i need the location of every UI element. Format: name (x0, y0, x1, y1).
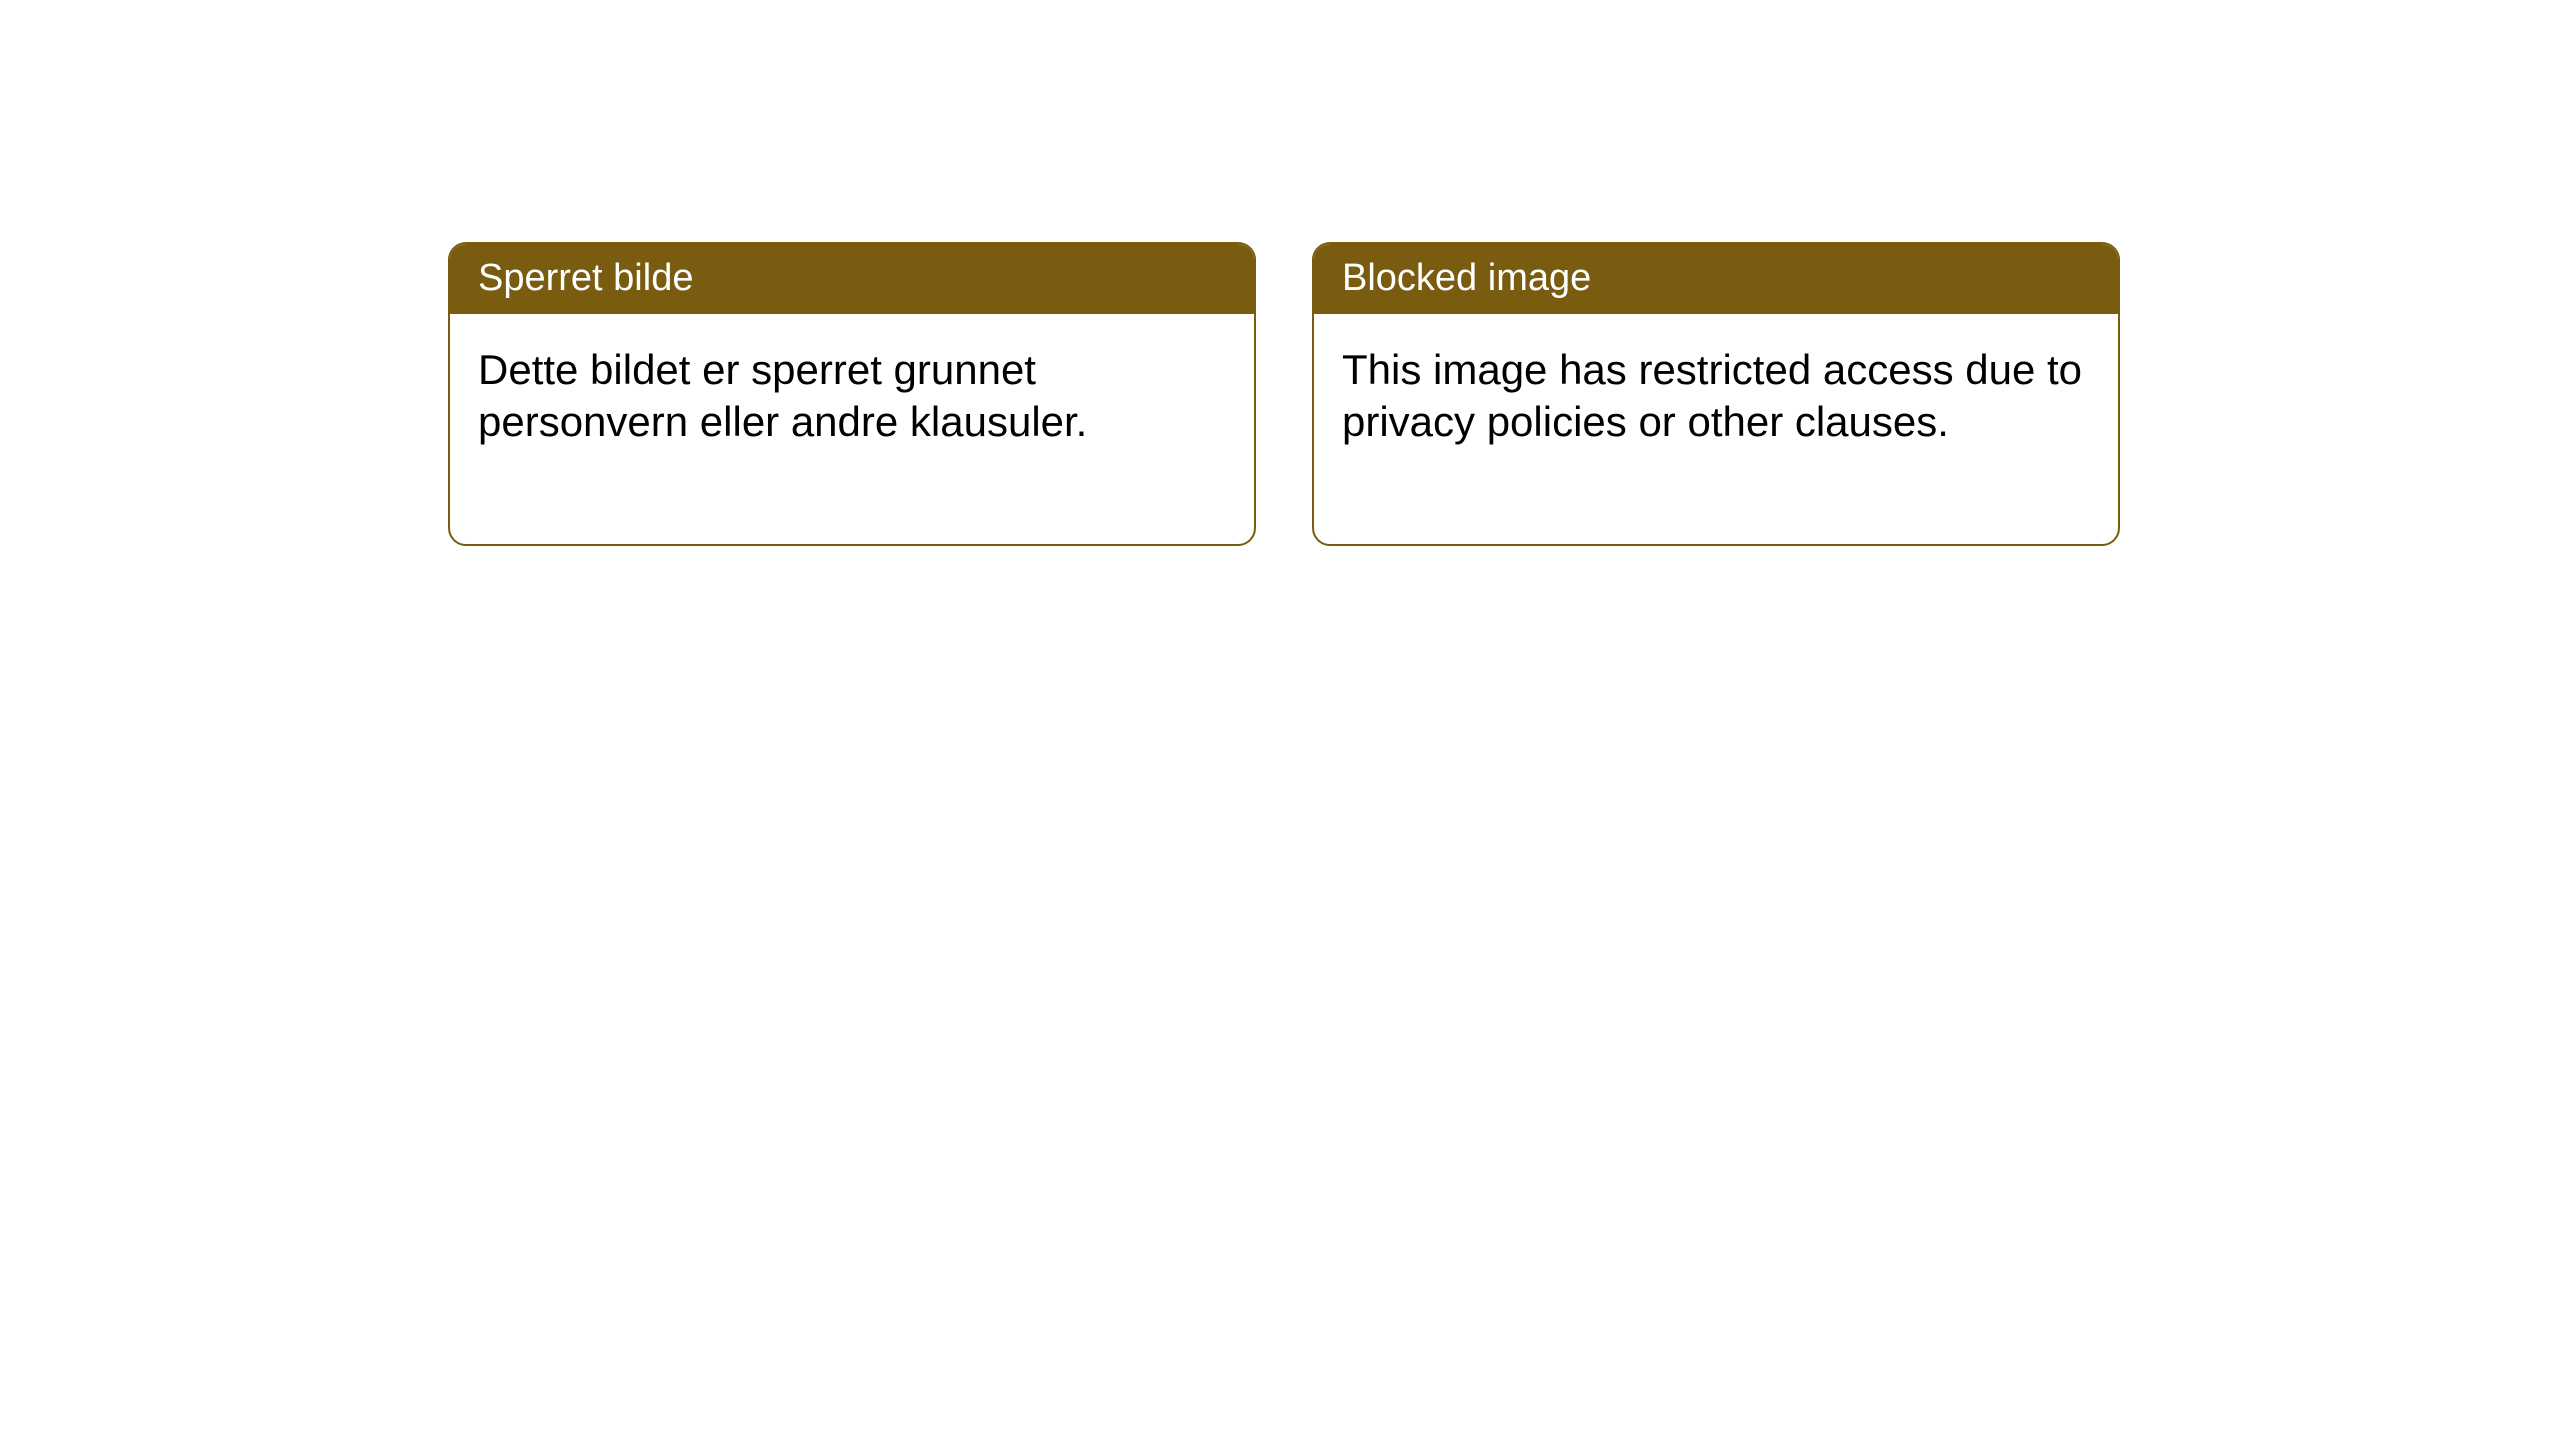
notice-text: Dette bildet er sperret grunnet personve… (478, 346, 1087, 445)
notice-container: Sperret bilde Dette bildet er sperret gr… (448, 242, 2120, 546)
notice-body-norwegian: Dette bildet er sperret grunnet personve… (450, 314, 1254, 544)
notice-text: This image has restricted access due to … (1342, 346, 2082, 445)
notice-header-english: Blocked image (1314, 244, 2118, 314)
notice-title: Blocked image (1342, 257, 1591, 299)
notice-body-english: This image has restricted access due to … (1314, 314, 2118, 544)
notice-title: Sperret bilde (478, 257, 693, 299)
notice-box-english: Blocked image This image has restricted … (1312, 242, 2120, 546)
notice-box-norwegian: Sperret bilde Dette bildet er sperret gr… (448, 242, 1256, 546)
notice-header-norwegian: Sperret bilde (450, 244, 1254, 314)
